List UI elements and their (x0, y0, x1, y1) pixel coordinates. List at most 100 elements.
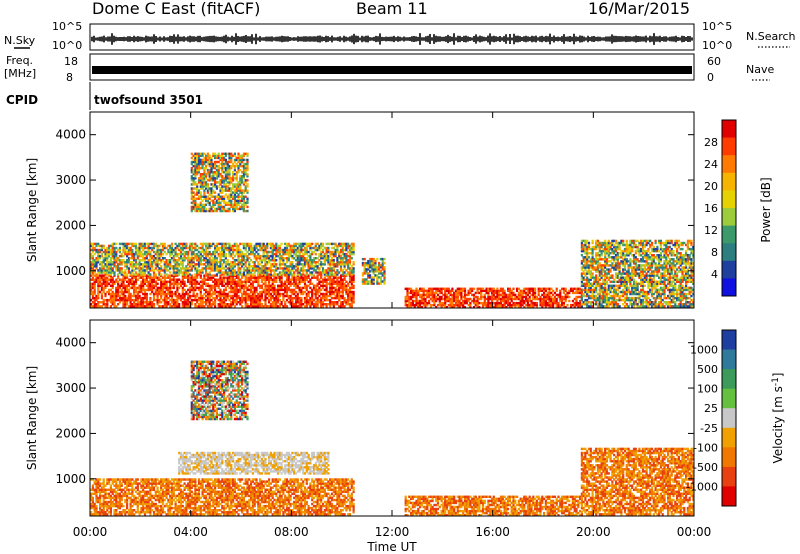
data-cell (264, 305, 267, 308)
data-cell (289, 280, 292, 284)
data-cell (526, 287, 529, 291)
data-cell (415, 299, 418, 303)
data-cell (312, 250, 316, 254)
data-cell (348, 278, 352, 281)
data-cell (217, 175, 220, 178)
data-cell (489, 301, 492, 305)
data-cell (264, 248, 267, 252)
data-cell (232, 250, 235, 254)
data-cell (503, 303, 506, 307)
data-cell (476, 301, 479, 305)
data-cell (278, 250, 281, 254)
data-cell (192, 191, 195, 194)
data-cell (282, 298, 285, 302)
data-cell (435, 299, 438, 303)
data-cell (122, 254, 125, 258)
data-cell (296, 259, 299, 262)
data-cell (223, 244, 226, 248)
data-cell (244, 305, 247, 308)
data-cell (95, 303, 98, 306)
data-cell (294, 276, 298, 279)
data-cell (413, 291, 416, 295)
data-cell (224, 173, 227, 176)
data-cell (140, 280, 143, 284)
data-cell (352, 269, 355, 272)
data-cell (183, 288, 186, 292)
data-cell (318, 248, 321, 252)
data-cell (546, 291, 549, 295)
data-cell (246, 209, 249, 213)
data-cell (143, 250, 147, 254)
data-cell (118, 242, 121, 246)
data-cell (422, 289, 425, 293)
data-cell (219, 288, 222, 292)
data-cell (372, 266, 375, 269)
data-cell (161, 276, 165, 279)
data-cell (111, 257, 114, 260)
data-cell (145, 278, 148, 281)
data-cell (194, 183, 197, 186)
data-cell (109, 259, 112, 262)
data-cell (246, 242, 249, 246)
data-cell (134, 244, 138, 248)
data-cell (118, 271, 121, 274)
data-cell (244, 292, 247, 296)
data-cell (224, 271, 227, 274)
data-cell (284, 294, 287, 298)
data-cell (228, 175, 231, 178)
data-cell (142, 259, 145, 262)
data-cell (201, 205, 204, 209)
data-cell (93, 246, 96, 250)
data-cell (298, 261, 301, 264)
data-cell (552, 301, 555, 305)
data-cell (287, 269, 290, 272)
data-cell (246, 175, 249, 178)
data-cell (440, 303, 443, 307)
data-cell (571, 291, 574, 295)
data-cell (122, 248, 125, 252)
data-cell (154, 265, 157, 268)
data-cell (544, 289, 547, 293)
data-cell (95, 294, 98, 298)
data-cell (456, 295, 459, 299)
data-cell (90, 265, 93, 268)
data-cell (300, 244, 303, 248)
data-cell (582, 256, 585, 259)
data-cell (208, 175, 211, 178)
data-cell (179, 261, 183, 264)
data-cell (534, 295, 537, 299)
data-cell (215, 273, 218, 276)
data-cell (201, 207, 204, 211)
data-cell (253, 298, 256, 302)
data-cell (192, 207, 195, 211)
data-cell (214, 252, 217, 256)
data-cell (481, 301, 485, 305)
data-cell (147, 261, 150, 264)
data-cell (294, 278, 298, 281)
data-cell (321, 301, 325, 304)
data-cell (212, 261, 215, 264)
data-cell (302, 292, 305, 296)
data-cell (519, 301, 522, 305)
data-cell (523, 291, 526, 295)
data-cell (329, 254, 332, 258)
data-cell (165, 282, 168, 286)
data-cell (111, 298, 114, 302)
data-cell (449, 289, 452, 293)
data-cell (339, 259, 343, 262)
data-cell (108, 298, 111, 302)
data-cell (242, 207, 245, 211)
data-cell (271, 257, 274, 260)
data-cell (284, 301, 287, 304)
data-cell (338, 250, 341, 254)
data-cell (433, 295, 436, 299)
data-cell (187, 301, 190, 304)
data-cell (230, 181, 233, 184)
data-cell (510, 289, 513, 293)
data-cell (120, 280, 123, 284)
data-cell (242, 173, 245, 176)
data-cell (273, 301, 276, 304)
data-cell (476, 299, 479, 303)
data-cell (480, 295, 483, 299)
data-cell (230, 177, 233, 180)
